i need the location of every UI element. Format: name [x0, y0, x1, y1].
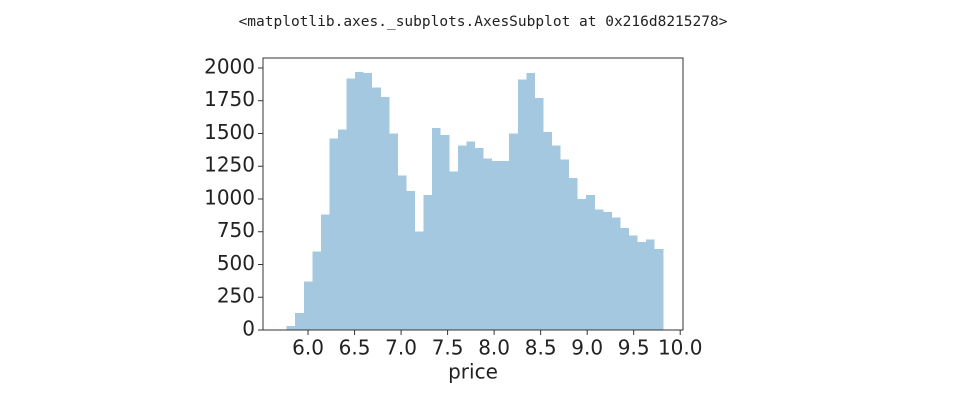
bar	[526, 73, 535, 330]
bar	[637, 242, 647, 330]
bar	[629, 235, 638, 330]
bar	[286, 326, 296, 330]
bar	[440, 134, 450, 330]
bar	[492, 160, 501, 330]
bar	[543, 132, 552, 330]
bar	[654, 248, 664, 330]
bar	[474, 147, 484, 330]
bar	[320, 214, 330, 330]
axes-frame	[262, 57, 684, 331]
x-tick-label: 8.5	[525, 336, 557, 360]
x-axis-label: price	[448, 360, 498, 384]
bar	[449, 171, 458, 330]
bar	[380, 96, 390, 330]
x-tick-label: 8.0	[478, 336, 510, 360]
x-tick-label: 9.5	[618, 336, 650, 360]
bar	[594, 209, 604, 330]
bar	[509, 133, 518, 330]
bar	[603, 212, 612, 330]
x-tick-label: 10.0	[658, 336, 703, 360]
x-tick-label: 9.0	[571, 336, 603, 360]
bar	[406, 191, 416, 330]
bar	[312, 251, 321, 330]
y-tick-label: 500	[217, 251, 255, 275]
bar	[569, 178, 578, 330]
bar	[534, 98, 544, 330]
bar	[620, 227, 630, 330]
y-tick-label: 1250	[204, 153, 255, 177]
y-tick-label: 1750	[204, 87, 255, 111]
bar	[389, 133, 398, 330]
bar	[457, 145, 467, 330]
bar	[372, 87, 381, 331]
bar	[551, 145, 561, 330]
bar	[423, 195, 433, 330]
y-tick-label: 2000	[204, 54, 255, 78]
bar	[500, 160, 510, 330]
bar	[517, 79, 527, 331]
x-tick-label: 7.5	[432, 336, 464, 360]
bar	[646, 239, 655, 330]
bar	[483, 158, 493, 330]
y-tick-label: 0	[242, 317, 255, 341]
bar	[363, 73, 373, 330]
bar	[432, 128, 441, 330]
bar	[466, 141, 475, 330]
bar	[329, 138, 338, 330]
cell-output: <matplotlib.axes._subplots.AxesSubplot a…	[239, 14, 728, 30]
bar	[355, 71, 364, 330]
x-tick-label: 6.5	[339, 336, 371, 360]
bar	[397, 175, 407, 330]
y-tick-label: 1500	[204, 120, 255, 144]
bar	[295, 312, 304, 330]
bar	[303, 281, 313, 330]
x-tick-label: 6.0	[292, 336, 324, 360]
bar	[415, 231, 424, 330]
bar	[611, 217, 621, 330]
bar	[337, 129, 347, 330]
y-tick-label: 250	[217, 284, 255, 308]
bar	[586, 195, 595, 330]
x-tick-label: 7.0	[385, 336, 417, 360]
bar	[346, 78, 356, 331]
y-tick-label: 1000	[204, 185, 255, 209]
bar	[577, 198, 587, 330]
y-tick-label: 750	[217, 218, 255, 242]
bar	[560, 159, 570, 330]
